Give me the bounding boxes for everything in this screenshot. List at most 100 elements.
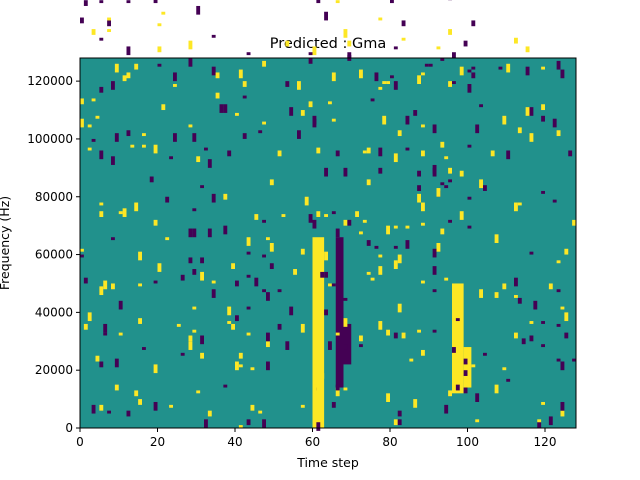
heatmap-cell bbox=[355, 211, 359, 217]
heatmap-cell bbox=[269, 243, 274, 252]
heatmap-cell bbox=[258, 410, 263, 414]
heatmap-cell bbox=[359, 335, 363, 342]
heatmap-cell bbox=[370, 277, 375, 281]
heatmap-cell bbox=[192, 269, 197, 275]
heatmap-cell bbox=[378, 147, 383, 157]
heatmap-cell bbox=[459, 211, 464, 220]
y-axis: 0 20000 40000 60000 80000 100000 120000 bbox=[27, 74, 80, 435]
chart-title: Predicted : Gma bbox=[270, 36, 386, 52]
heatmap-cell bbox=[440, 182, 445, 186]
heatmap-cell bbox=[238, 352, 243, 359]
heatmap-cell bbox=[548, 416, 553, 426]
heatmap-cell bbox=[324, 271, 328, 278]
heatmap-cell bbox=[80, 118, 84, 128]
heatmap-cell bbox=[560, 69, 565, 79]
heatmap-cell bbox=[440, 58, 445, 61]
heatmap-cell bbox=[99, 0, 104, 4]
heatmap-cell bbox=[192, 329, 197, 333]
heatmap-cell bbox=[455, 384, 460, 391]
heatmap-cell bbox=[331, 401, 336, 408]
heatmap-cell bbox=[165, 237, 170, 241]
heatmap-cell bbox=[188, 40, 193, 50]
heatmap-cell bbox=[91, 29, 96, 35]
heatmap-cell bbox=[223, 104, 228, 113]
heatmap-cell bbox=[153, 280, 158, 284]
heatmap-cell bbox=[448, 390, 452, 397]
heatmap-cell bbox=[378, 167, 383, 174]
heatmap-cell bbox=[343, 387, 348, 391]
heatmap-cell bbox=[211, 66, 216, 76]
heatmap-cell bbox=[293, 269, 297, 275]
heatmap-cell bbox=[308, 52, 313, 56]
heatmap-cell bbox=[405, 225, 410, 229]
heatmap-cell bbox=[126, 46, 131, 56]
heatmap-cell bbox=[359, 69, 363, 79]
heatmap-cell bbox=[475, 124, 480, 134]
heatmap-cell bbox=[324, 11, 328, 21]
heatmap-cell bbox=[87, 312, 92, 322]
heatmap-cell bbox=[300, 323, 305, 333]
heatmap-cell bbox=[324, 214, 328, 217]
heatmap-cell bbox=[343, 29, 348, 38]
heatmap-cell bbox=[192, 228, 197, 238]
heatmap-region bbox=[463, 347, 472, 388]
heatmap-cell bbox=[204, 419, 208, 428]
heatmap-cell bbox=[393, 245, 398, 249]
heatmap-cell bbox=[285, 341, 290, 350]
heatmap-cell bbox=[246, 419, 251, 426]
heatmap-cell bbox=[343, 167, 348, 177]
heatmap-cell bbox=[568, 150, 573, 157]
heatmap-cell bbox=[502, 367, 507, 371]
heatmap-cell bbox=[312, 219, 317, 229]
heatmap-cell bbox=[134, 390, 139, 397]
heatmap-cell bbox=[312, 375, 317, 385]
heatmap-cell bbox=[432, 329, 437, 333]
heatmap-cell bbox=[118, 332, 123, 336]
heatmap-cell bbox=[432, 266, 437, 275]
heatmap-cell bbox=[374, 72, 379, 82]
heatmap-cell bbox=[529, 251, 534, 255]
heatmap-cell bbox=[521, 338, 526, 345]
heatmap-cell bbox=[397, 410, 402, 417]
heatmap-cell bbox=[180, 274, 185, 281]
y-tick-label: 20000 bbox=[35, 363, 73, 377]
heatmap-cell bbox=[502, 283, 507, 290]
heatmap-cell bbox=[529, 335, 534, 342]
heatmap-cell bbox=[196, 390, 201, 394]
heatmap-cell bbox=[297, 81, 301, 90]
heatmap-cell bbox=[483, 185, 487, 191]
heatmap-cell bbox=[211, 280, 216, 284]
heatmap-cell bbox=[320, 373, 325, 379]
heatmap-cell bbox=[312, 384, 317, 394]
heatmap-cell bbox=[262, 254, 266, 258]
heatmap-cell bbox=[374, 245, 379, 249]
heatmap-cell bbox=[227, 306, 232, 316]
heatmap-cell bbox=[80, 248, 84, 252]
heatmap-cell bbox=[99, 286, 104, 296]
heatmap-cell bbox=[386, 225, 390, 235]
heatmap-cell bbox=[316, 0, 321, 4]
heatmap-cell bbox=[103, 332, 108, 336]
heatmap-cell bbox=[246, 306, 251, 310]
heatmap-cell bbox=[331, 283, 336, 287]
heatmap-cell bbox=[494, 384, 499, 394]
heatmap-cell bbox=[122, 75, 127, 82]
heatmap-cell bbox=[366, 179, 371, 186]
heatmap-cell bbox=[421, 150, 425, 157]
heatmap-cell bbox=[111, 283, 115, 290]
heatmap-cell bbox=[436, 46, 441, 50]
heatmap-cell bbox=[173, 84, 177, 87]
heatmap-cell bbox=[335, 0, 340, 4]
plot-area bbox=[79, 0, 577, 431]
heatmap-cell bbox=[494, 292, 499, 298]
heatmap-cell bbox=[471, 20, 476, 27]
heatmap-cell bbox=[537, 419, 542, 423]
heatmap-cell bbox=[142, 347, 146, 350]
heatmap-cell bbox=[114, 63, 119, 73]
heatmap-cell bbox=[413, 110, 418, 116]
heatmap-cell bbox=[83, 277, 88, 284]
y-tick-label: 80000 bbox=[35, 190, 73, 204]
heatmap-cell bbox=[200, 257, 204, 264]
heatmap-cell bbox=[463, 358, 468, 365]
heatmap-cell bbox=[444, 277, 449, 281]
